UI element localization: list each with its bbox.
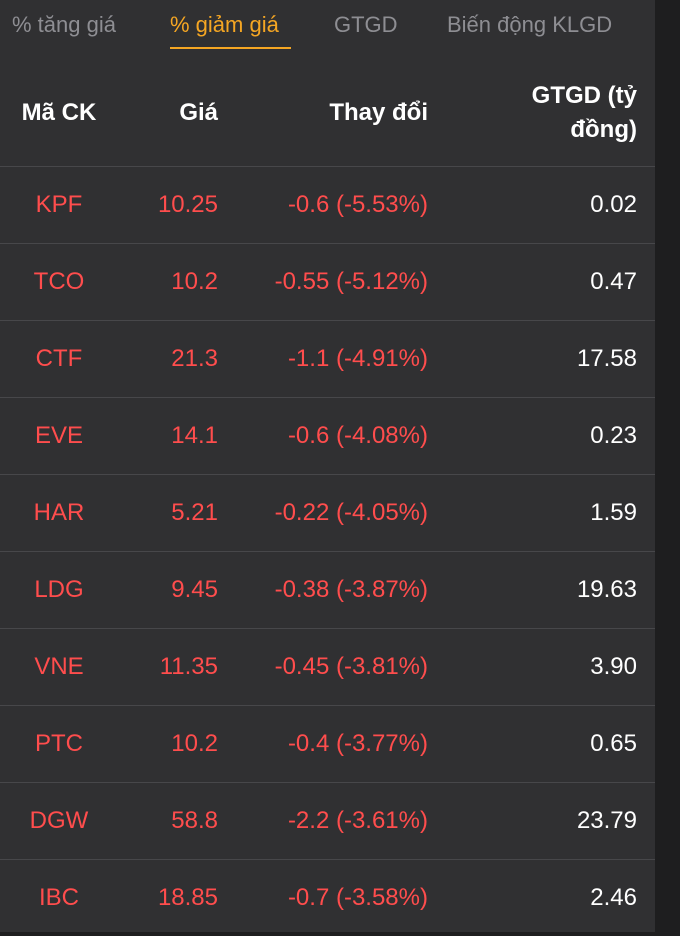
top-losers-panel: % tăng giá % giảm giá GTGD Biến động KLG…: [0, 0, 655, 932]
cell-price: 10.25: [118, 167, 218, 244]
cell-price: 9.45: [118, 552, 218, 629]
table-row[interactable]: PTC 10.2 -0.4 (-3.77%) 0.65: [0, 706, 655, 783]
cell-trading-value: 0.47: [428, 244, 655, 321]
table-row[interactable]: IBC 18.85 -0.7 (-3.58%) 2.46: [0, 860, 655, 936]
cell-change: -0.7 (-3.58%): [218, 860, 428, 936]
cell-trading-value: 1.59: [428, 475, 655, 552]
cell-trading-value: 23.79: [428, 783, 655, 860]
header-trading-value-line2: đồng): [570, 116, 637, 143]
tab-bar: % tăng giá % giảm giá GTGD Biến động KLG…: [0, 0, 655, 60]
cell-change: -0.55 (-5.12%): [218, 244, 428, 321]
header-symbol[interactable]: Mã CK: [0, 60, 118, 167]
table-row[interactable]: KPF 10.25 -0.6 (-5.53%) 0.02: [0, 167, 655, 244]
table-row[interactable]: TCO 10.2 -0.55 (-5.12%) 0.47: [0, 244, 655, 321]
tab-top-losers[interactable]: % giảm giá: [170, 12, 279, 38]
cell-symbol[interactable]: CTF: [0, 321, 118, 398]
cell-change: -1.1 (-4.91%): [218, 321, 428, 398]
cell-symbol[interactable]: HAR: [0, 475, 118, 552]
cell-price: 21.3: [118, 321, 218, 398]
cell-change: -0.38 (-3.87%): [218, 552, 428, 629]
cell-price: 58.8: [118, 783, 218, 860]
cell-change: -0.22 (-4.05%): [218, 475, 428, 552]
header-trading-value[interactable]: GTGD (tỷ đồng): [428, 60, 655, 167]
cell-trading-value: 0.65: [428, 706, 655, 783]
table-row[interactable]: EVE 14.1 -0.6 (-4.08%) 0.23: [0, 398, 655, 475]
cell-symbol[interactable]: DGW: [0, 783, 118, 860]
cell-change: -0.4 (-3.77%): [218, 706, 428, 783]
active-tab-indicator: [170, 47, 291, 49]
cell-symbol[interactable]: PTC: [0, 706, 118, 783]
tab-volume-change[interactable]: Biến động KLGD: [447, 12, 612, 38]
header-price[interactable]: Giá: [118, 60, 218, 167]
cell-symbol[interactable]: TCO: [0, 244, 118, 321]
cell-price: 5.21: [118, 475, 218, 552]
table-row[interactable]: VNE 11.35 -0.45 (-3.81%) 3.90: [0, 629, 655, 706]
cell-trading-value: 17.58: [428, 321, 655, 398]
table-row[interactable]: CTF 21.3 -1.1 (-4.91%) 17.58: [0, 321, 655, 398]
cell-symbol[interactable]: EVE: [0, 398, 118, 475]
cell-price: 10.2: [118, 244, 218, 321]
table-row[interactable]: LDG 9.45 -0.38 (-3.87%) 19.63: [0, 552, 655, 629]
cell-price: 10.2: [118, 706, 218, 783]
cell-trading-value: 3.90: [428, 629, 655, 706]
table-row[interactable]: HAR 5.21 -0.22 (-4.05%) 1.59: [0, 475, 655, 552]
cell-trading-value: 0.02: [428, 167, 655, 244]
tab-top-gainers[interactable]: % tăng giá: [12, 12, 116, 38]
cell-change: -0.45 (-3.81%): [218, 629, 428, 706]
cell-price: 14.1: [118, 398, 218, 475]
cell-price: 11.35: [118, 629, 218, 706]
cell-trading-value: 19.63: [428, 552, 655, 629]
cell-symbol[interactable]: LDG: [0, 552, 118, 629]
cell-symbol[interactable]: IBC: [0, 860, 118, 936]
tab-trading-value[interactable]: GTGD: [334, 12, 398, 38]
stock-table: Mã CK Giá Thay đổi GTGD (tỷ đồng) KPF 10…: [0, 60, 655, 936]
cell-symbol[interactable]: KPF: [0, 167, 118, 244]
cell-symbol[interactable]: VNE: [0, 629, 118, 706]
header-trading-value-line1: GTGD (tỷ: [532, 82, 637, 109]
cell-change: -2.2 (-3.61%): [218, 783, 428, 860]
cell-price: 18.85: [118, 860, 218, 936]
table-header-row: Mã CK Giá Thay đổi GTGD (tỷ đồng): [0, 60, 655, 167]
table-row[interactable]: DGW 58.8 -2.2 (-3.61%) 23.79: [0, 783, 655, 860]
cell-change: -0.6 (-5.53%): [218, 167, 428, 244]
cell-trading-value: 2.46: [428, 860, 655, 936]
header-change[interactable]: Thay đổi: [218, 60, 428, 167]
cell-trading-value: 0.23: [428, 398, 655, 475]
cell-change: -0.6 (-4.08%): [218, 398, 428, 475]
